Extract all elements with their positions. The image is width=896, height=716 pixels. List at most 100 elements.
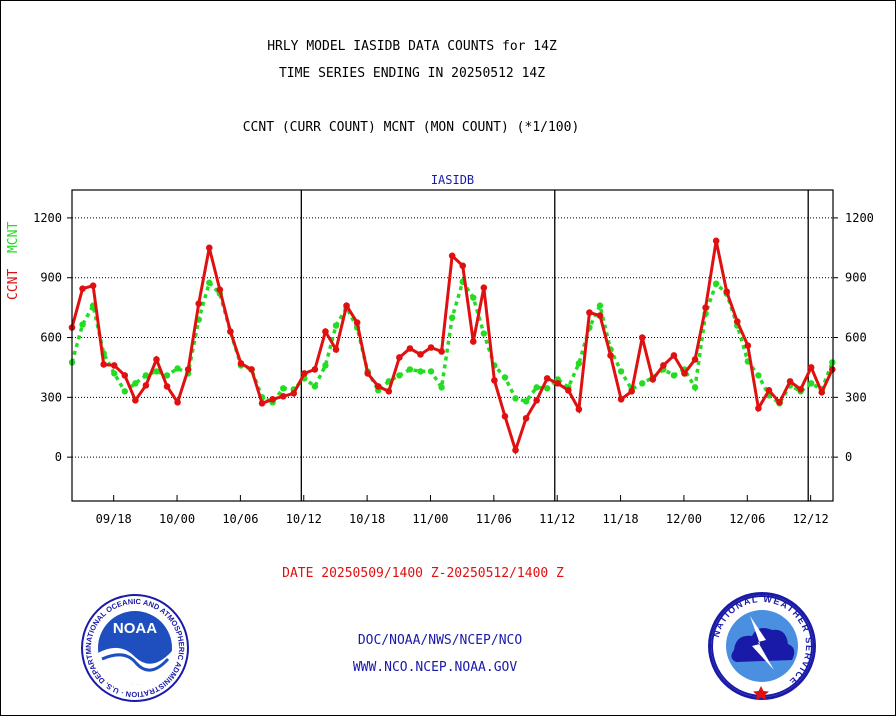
x-tick-label: 09/18 [96,512,132,526]
chart-header-line3: CCNT (CURR COUNT) MCNT (MON COUNT) (*1/1… [242,120,580,135]
point-ccnt [205,244,213,252]
point-mcnt [311,383,319,390]
point-mcnt [575,360,583,367]
point-ccnt [733,318,741,325]
point-mcnt [206,279,213,286]
point-ccnt [480,284,488,291]
point-mcnt [755,372,762,379]
point-mcnt [544,385,551,392]
point-ccnt [110,362,118,369]
series-line-ccnt [70,240,834,456]
chart-header-line1: HRLY MODEL IASIDB DATA COUNTS for 14Z [267,39,557,54]
point-ccnt [702,304,709,311]
point-ccnt [79,285,86,292]
point-mcnt [829,359,836,366]
point-ccnt [89,282,97,289]
point-ccnt [744,342,752,349]
y-tick-label-left: 600 [40,331,62,345]
point-ccnt [765,387,773,394]
series-line-mcnt [70,277,834,406]
website: WWW.NCO.NCEP.NOAA.GOV [352,660,518,675]
point-ccnt [638,334,646,341]
point-ccnt [469,338,477,345]
point-ccnt [786,378,794,385]
point-ccnt [290,390,298,397]
point-mcnt [417,368,424,375]
point-ccnt [427,344,435,351]
point-ccnt [332,346,340,353]
point-ccnt [248,366,255,373]
point-ccnt [628,388,635,395]
org-path: DOC/NOAA/NWS/NCEP/NCO [357,633,523,648]
y-axis-label: CCNT MCNT [6,222,21,300]
point-ccnt [374,383,382,390]
noaa-logo-text: NOAA [113,620,157,637]
point-ccnt [174,399,181,406]
point-ccnt [491,377,498,384]
point-mcnt [691,384,699,391]
point-mcnt [522,398,530,405]
point-ccnt [364,370,371,377]
point-ccnt [142,382,150,389]
point-ccnt [227,328,234,335]
point-mcnt [533,384,540,391]
x-tick-label: 11/00 [412,512,448,526]
point-ccnt [438,348,445,355]
point-mcnt [448,314,456,321]
x-tick-label: 10/06 [222,512,258,526]
point-ccnt [512,446,519,454]
y-tick-label-left: 0 [55,450,62,464]
point-ccnt [543,375,551,382]
y-tick-label-right: 0 [845,450,852,464]
point-mcnt [512,395,519,402]
point-ccnt [311,366,319,373]
point-ccnt [829,366,836,373]
point-mcnt [808,380,815,387]
point-ccnt [258,400,266,407]
point-ccnt [301,370,308,377]
y-tick-label-right: 900 [845,271,867,285]
point-mcnt [322,362,329,369]
point-ccnt [797,386,804,393]
y-tick-label-left: 300 [40,390,62,404]
point-ccnt [575,405,583,413]
point-ccnt [385,388,393,395]
chart-header-line2: TIME SERIES ENDING IN 20250512 14Z [278,66,546,81]
point-ccnt [586,309,593,316]
point-mcnt [639,380,646,387]
x-tick-label: 12/00 [666,512,702,526]
y-tick-label-left: 900 [40,271,62,285]
point-ccnt [343,302,350,309]
point-mcnt [427,368,435,375]
point-ccnt [533,397,540,404]
x-tick-label: 10/00 [159,512,195,526]
point-ccnt [396,354,403,361]
point-mcnt [79,321,86,328]
x-tick-label: 12/12 [793,512,829,526]
nws-logo-icon: NATIONAL WEATHER SERVICE [708,592,816,701]
point-ccnt [691,356,699,363]
point-ccnt [269,396,276,403]
point-mcnt [501,374,509,381]
point-ccnt [565,387,572,394]
y-tick-label-right: 300 [845,390,867,404]
point-mcnt [121,388,128,395]
y-tick-label-left: 1200 [33,211,62,225]
point-ccnt [596,312,604,319]
y-tick-label-right: 1200 [845,211,874,225]
point-mcnt [480,330,488,337]
point-ccnt [501,412,509,420]
point-mcnt [132,380,139,387]
x-tick-label: 10/18 [349,512,385,526]
chart-title: IASIDB [431,173,474,187]
point-ccnt [353,319,361,326]
x-tick-label: 11/06 [476,512,512,526]
point-ccnt [279,393,287,400]
point-mcnt [617,368,625,375]
point-ccnt [776,399,783,406]
point-mcnt [670,372,678,379]
x-tick-label: 11/12 [539,512,575,526]
ylabel-ccnt: CCNT [6,268,21,300]
y-tick-label-right: 600 [845,331,867,345]
